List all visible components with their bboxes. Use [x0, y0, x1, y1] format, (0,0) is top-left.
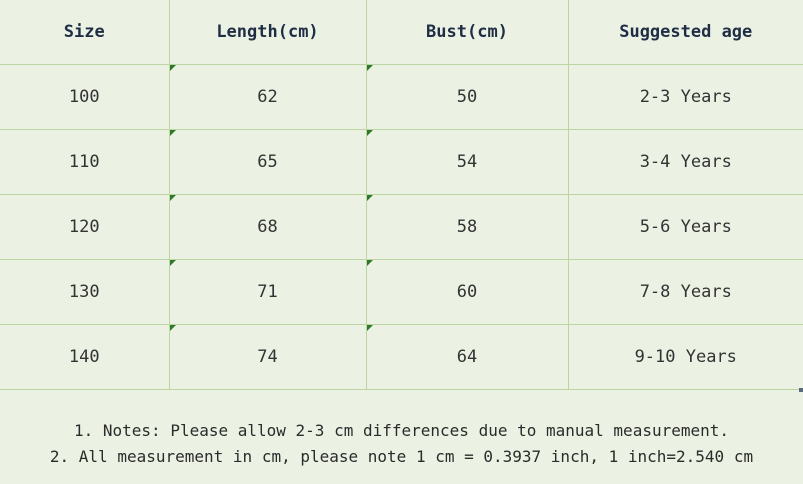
cell-marker: [366, 195, 373, 201]
cell-length-value: 62: [257, 87, 278, 107]
cell-marker: [169, 65, 176, 71]
cell-length-value: 71: [257, 282, 278, 302]
cell-size: 130: [0, 259, 170, 325]
cell-size: 120: [0, 194, 170, 260]
cell-age: 2-3 Years: [567, 64, 803, 130]
cell-length: 71: [168, 259, 367, 325]
cell-age: 3-4 Years: [567, 129, 803, 195]
header-row: Size Length(cm) Bust(cm) Suggested age: [0, 0, 803, 65]
cell-bust-value: 50: [456, 87, 478, 107]
cell-length-value: 74: [257, 347, 278, 367]
size-table: Size Length(cm) Bust(cm) Suggested age 1…: [0, 0, 803, 390]
cell-marker: [366, 260, 373, 266]
cell-length: 68: [168, 194, 367, 260]
cell-bust: 54: [365, 129, 569, 195]
header-size: Size: [0, 0, 170, 65]
header-suggested-age: Suggested age: [567, 0, 803, 65]
cell-marker: [169, 325, 176, 331]
header-bust: Bust(cm): [365, 0, 569, 65]
cell-size: 140: [0, 324, 170, 390]
cell-marker: [366, 325, 373, 331]
cell-bust: 58: [365, 194, 569, 260]
cell-bust: 60: [365, 259, 569, 325]
cell-age: 5-6 Years: [567, 194, 803, 260]
cell-marker: [366, 65, 373, 71]
cell-marker: [169, 130, 176, 136]
header-length: Length(cm): [168, 0, 367, 65]
cell-length: 65: [168, 129, 367, 195]
table-row: 120 68 58 5-6 Years: [0, 194, 803, 260]
table-row: 100 62 50 2-3 Years: [0, 64, 803, 130]
corner-marker: [799, 388, 803, 392]
cell-bust-value: 54: [456, 152, 478, 172]
table-row: 140 74 64 9-10 Years: [0, 324, 803, 390]
cell-age: 9-10 Years: [567, 324, 803, 390]
cell-marker: [169, 195, 176, 201]
notes-section: 1. Notes: Please allow 2-3 cm difference…: [0, 396, 803, 484]
table-row: 130 71 60 7-8 Years: [0, 259, 803, 325]
cell-size: 100: [0, 64, 170, 130]
cell-bust: 50: [365, 64, 569, 130]
cell-marker: [366, 130, 373, 136]
cell-length: 74: [168, 324, 367, 390]
cell-size: 110: [0, 129, 170, 195]
cell-length-value: 65: [257, 152, 278, 172]
cell-age: 7-8 Years: [567, 259, 803, 325]
table-row: 110 65 54 3-4 Years: [0, 129, 803, 195]
cell-bust-value: 58: [456, 217, 478, 237]
note-line-2: 2. All measurement in cm, please note 1 …: [49, 447, 754, 466]
cell-marker: [169, 260, 176, 266]
cell-bust-value: 60: [456, 282, 478, 302]
cell-length: 62: [168, 64, 367, 130]
cell-bust: 64: [365, 324, 569, 390]
cell-length-value: 68: [257, 217, 278, 237]
cell-bust-value: 64: [456, 347, 478, 367]
note-line-1: 1. Notes: Please allow 2-3 cm difference…: [73, 421, 730, 440]
